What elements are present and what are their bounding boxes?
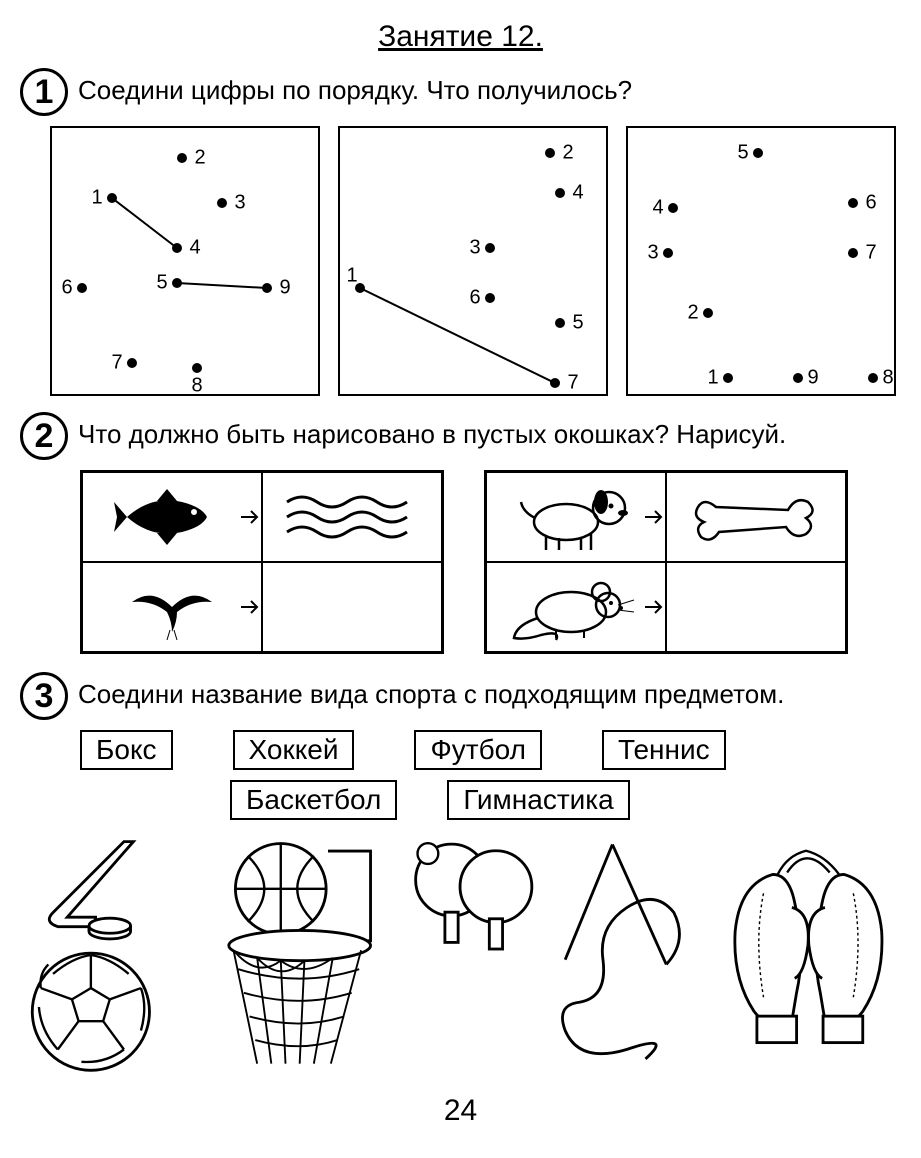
dot — [668, 203, 678, 213]
dot — [545, 148, 555, 158]
mouse-icon — [506, 570, 646, 645]
dot-label: 5 — [737, 142, 748, 165]
dot — [77, 283, 87, 293]
task-2-text: Что должно быть нарисовано в пустых окош… — [78, 412, 786, 452]
dot — [107, 193, 117, 203]
tag-football: Футбол — [414, 730, 541, 770]
dot-label: 3 — [234, 192, 245, 215]
dot — [555, 188, 565, 198]
cell-waves — [262, 472, 442, 562]
task-3-text: Соедини название вида спорта с подходящи… — [78, 672, 784, 712]
dog-icon — [511, 480, 641, 555]
dot-label: 1 — [91, 187, 102, 210]
dot-label: 8 — [191, 375, 202, 398]
bird-icon — [122, 572, 222, 642]
dot — [723, 373, 733, 383]
task-3-number: 3 — [20, 672, 68, 720]
dot-label: 5 — [156, 272, 167, 295]
dot-label: 9 — [807, 367, 818, 390]
dot-label: 3 — [647, 242, 658, 265]
association-grids — [80, 470, 901, 654]
dot-label: 8 — [882, 367, 893, 390]
task-2: 2 Что должно быть нарисовано в пустых ок… — [20, 412, 901, 460]
dot-label: 7 — [567, 372, 578, 395]
dot — [172, 243, 182, 253]
dot-label: 7 — [865, 242, 876, 265]
cell-bone — [666, 472, 846, 562]
bone-icon — [686, 482, 826, 552]
dot — [217, 198, 227, 208]
dot — [703, 308, 713, 318]
dot — [192, 363, 202, 373]
arrow-icon — [239, 507, 263, 527]
lesson-title: Занятие 12. — [20, 20, 901, 54]
dot — [848, 248, 858, 258]
dot-label: 7 — [111, 352, 122, 375]
arrow-icon — [643, 597, 667, 617]
task-1-number: 1 — [20, 68, 68, 116]
arrow-icon — [239, 597, 263, 617]
cell-mouse — [486, 562, 666, 652]
dot — [262, 283, 272, 293]
dot — [172, 278, 182, 288]
boxing-gloves-icon — [721, 830, 901, 1070]
sports-tags: Бокс Хоккей Футбол Теннис Баскетбол Гимн… — [60, 730, 901, 820]
dot — [177, 153, 187, 163]
dot — [555, 318, 565, 328]
dot-box-1: 1 2 3 45 6 7 8 9 — [50, 126, 320, 396]
dot-label: 2 — [687, 302, 698, 325]
dot — [485, 293, 495, 303]
fish-icon — [112, 487, 232, 547]
dot-label: 4 — [189, 237, 200, 260]
task-3: 3 Соедини название вида спорта с подходя… — [20, 672, 901, 720]
grid-left — [80, 470, 444, 654]
dot-label: 2 — [194, 147, 205, 170]
basketball-icon — [191, 830, 399, 1080]
grid-right — [484, 470, 848, 654]
dot-box-2: 1 2 3 4 5 6 7 — [338, 126, 608, 396]
task-2-number: 2 — [20, 412, 68, 460]
dot-box-3: 1 2 3 4 5 6 7 8 9 — [626, 126, 896, 396]
cell-empty-1 — [262, 562, 442, 652]
task-1: 1 Соедини цифры по порядку. Что получило… — [20, 68, 901, 116]
dot — [793, 373, 803, 383]
dot — [868, 373, 878, 383]
dot-puzzles-row: 123456789 1234567 123456789 — [50, 126, 901, 396]
tag-gymnastics: Гимнастика — [447, 780, 629, 820]
task-1-text: Соедини цифры по порядку. Что получилось… — [78, 68, 632, 108]
tag-basketball: Баскетбол — [230, 780, 397, 820]
dot-label: 6 — [469, 287, 480, 310]
dot — [485, 243, 495, 253]
tag-tennis: Теннис — [602, 730, 726, 770]
cell-empty-2 — [666, 562, 846, 652]
dot — [753, 148, 763, 158]
hockey-soccer-icon — [20, 830, 181, 1080]
dot-label: 6 — [865, 192, 876, 215]
gymnastics-icon — [551, 830, 712, 1080]
dot-label: 1 — [346, 265, 357, 288]
tag-hockey: Хоккей — [233, 730, 355, 770]
dot-label: 4 — [572, 182, 583, 205]
sports-images-row — [20, 830, 901, 1080]
cell-fish — [82, 472, 262, 562]
cell-dog — [486, 472, 666, 562]
dot-label: 2 — [562, 142, 573, 165]
dot — [550, 378, 560, 388]
arrow-icon — [643, 507, 667, 527]
page-number: 24 — [20, 1094, 901, 1128]
dot-label: 6 — [61, 277, 72, 300]
dot — [127, 358, 137, 368]
waves-icon — [282, 487, 422, 547]
dot-label: 9 — [279, 277, 290, 300]
tabletennis-icon — [409, 830, 541, 1000]
dot-label: 4 — [652, 197, 663, 220]
cell-bird — [82, 562, 262, 652]
dot-label: 3 — [469, 237, 480, 260]
tag-boxing: Бокс — [80, 730, 173, 770]
dot-label: 5 — [572, 312, 583, 335]
dot — [663, 248, 673, 258]
dot-label: 1 — [707, 367, 718, 390]
dot — [848, 198, 858, 208]
